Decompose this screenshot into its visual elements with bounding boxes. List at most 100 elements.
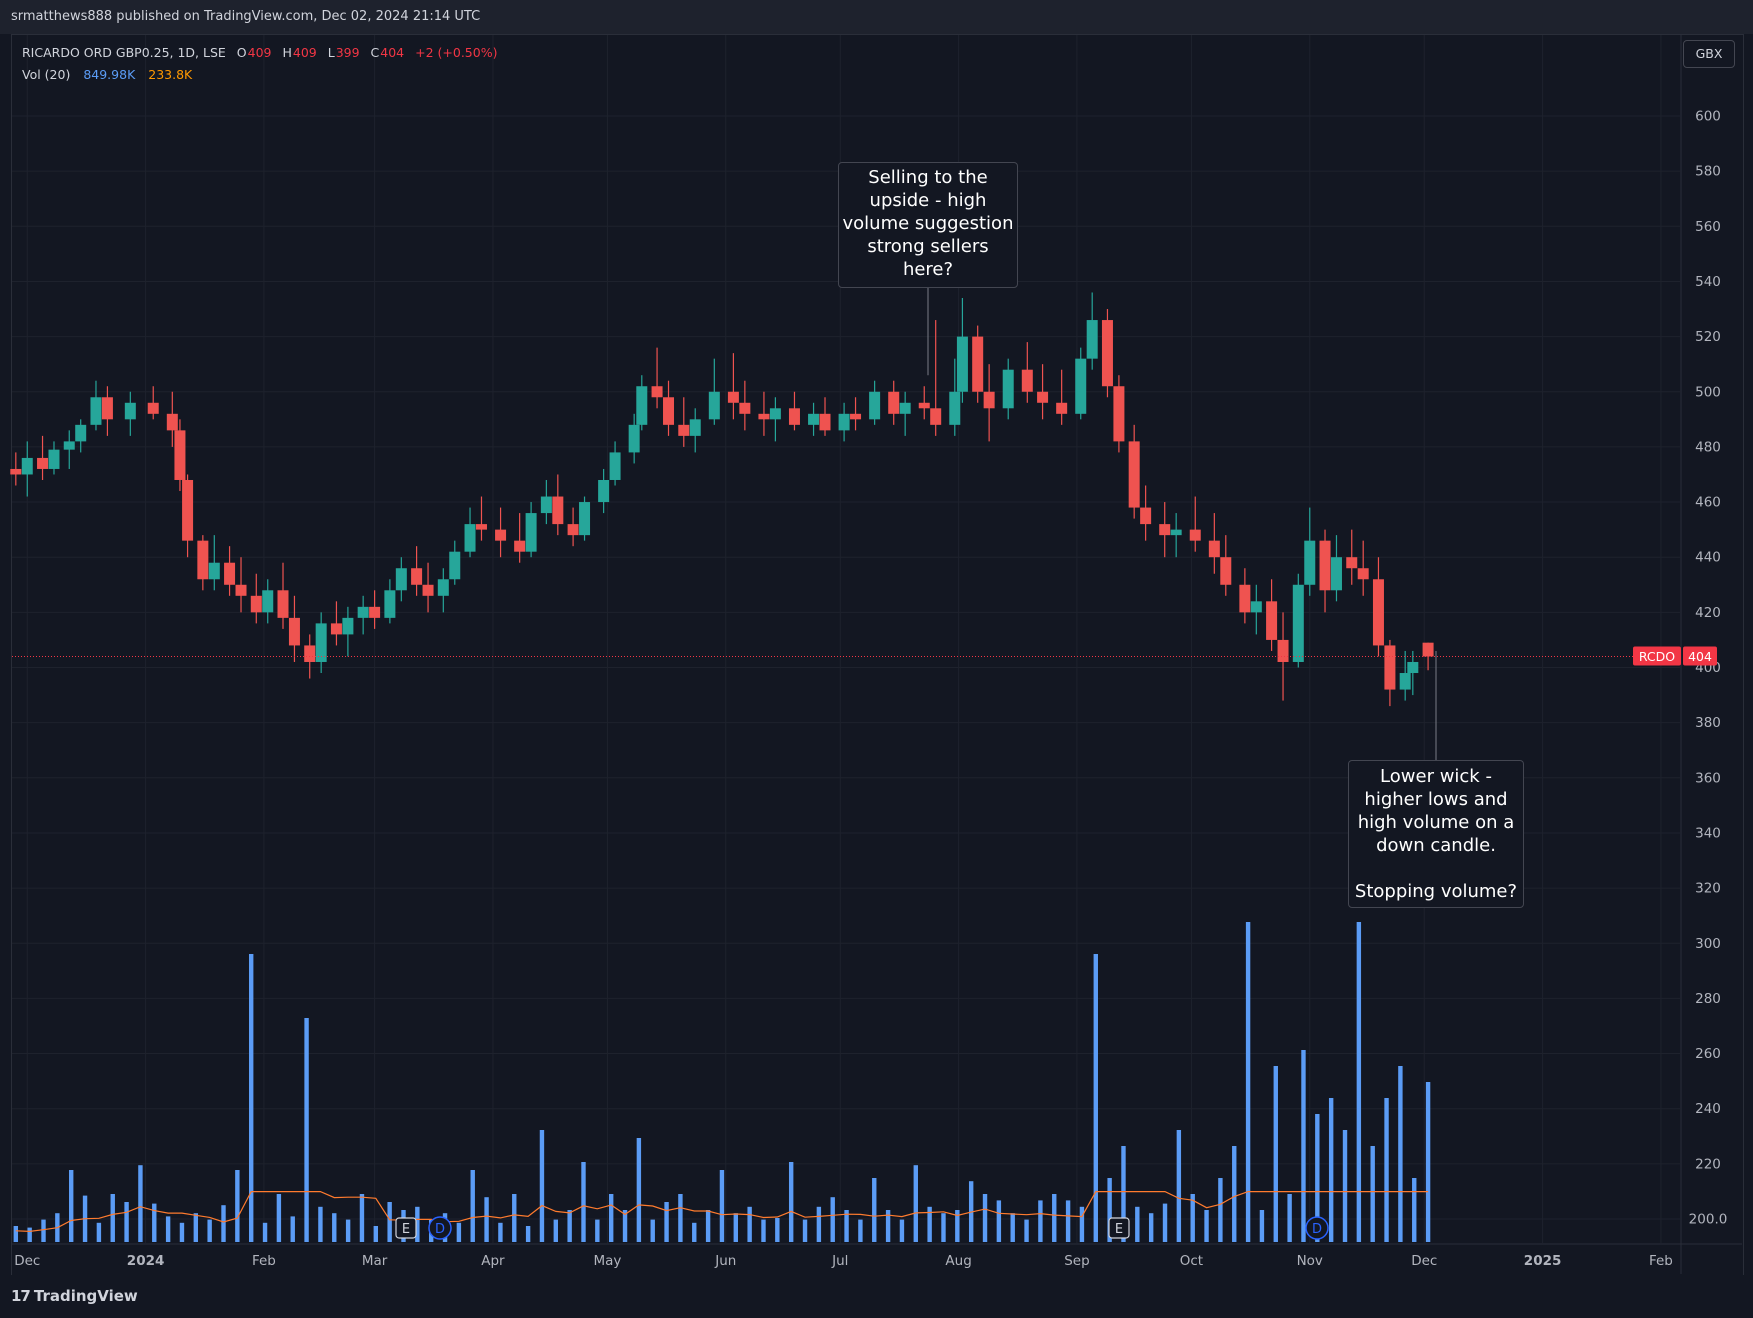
volume-bar [1135, 1206, 1140, 1242]
candle-down [1384, 645, 1396, 690]
publish-header: srmatthews888 published on TradingView.c… [0, 0, 1753, 34]
candle-down [918, 402, 930, 409]
candle-down [1113, 386, 1125, 442]
x-tick-label: Sep [1064, 1253, 1089, 1269]
candle-down [1372, 579, 1384, 646]
candle-up [449, 551, 461, 580]
volume-bar [207, 1219, 212, 1242]
candles[interactable] [10, 292, 1434, 707]
currency-button[interactable]: GBX [1683, 40, 1735, 68]
candle-down [1056, 402, 1068, 414]
low-value: 399 [335, 45, 360, 60]
candle-down [166, 413, 178, 431]
candle-down [888, 391, 900, 414]
tradingview-logo[interactable]: 17 TradingView [11, 1287, 138, 1305]
volume-bar [1162, 1203, 1168, 1242]
volume-bar [816, 1206, 822, 1242]
volume-bar [1412, 1178, 1417, 1242]
dividend-marker-label: D [435, 1222, 445, 1237]
volume-bar [802, 1219, 808, 1242]
volume-bar [996, 1200, 1002, 1242]
x-tick-label: Feb [252, 1253, 276, 1269]
footer-bar [0, 1275, 1753, 1318]
candle-down [1021, 369, 1033, 392]
volume-bar [733, 1213, 738, 1242]
high-label: H [282, 45, 292, 60]
candle-down [1140, 507, 1152, 525]
volume-bar [304, 1018, 309, 1242]
tradingview-mark-icon: 17 [11, 1287, 31, 1305]
volume-bar [1398, 1066, 1403, 1242]
volume-bar [1204, 1210, 1209, 1242]
candle-down [850, 413, 862, 420]
candle-down [1266, 601, 1278, 640]
candle-down [1220, 557, 1232, 585]
volume-bar [927, 1206, 932, 1242]
change-value: +2 (+0.50%) [415, 45, 498, 60]
volume-bar [705, 1210, 711, 1242]
volume-bar [1093, 954, 1098, 1242]
close-value: 404 [380, 45, 405, 60]
volume-bar [872, 1178, 877, 1242]
volume-bar [359, 1194, 365, 1242]
symbol-label[interactable]: RICARDO ORD GBP0.25, 1D, LSE [22, 45, 226, 60]
candle-down [422, 584, 434, 596]
candle-down [758, 413, 770, 420]
candle-down [37, 457, 49, 469]
volume-bar [913, 1165, 918, 1242]
volume-bar [650, 1219, 655, 1242]
candle-up [48, 449, 60, 469]
candle-down [1277, 639, 1289, 662]
volume-ma-path [15, 1191, 1429, 1233]
ticker-tag-text: RCDO [1639, 649, 1675, 664]
candle-down [1159, 524, 1171, 536]
volume-bar [1232, 1146, 1237, 1242]
volume-row: Vol (20) 849.98K 233.8K [22, 64, 498, 86]
y-tick-label: 320 [1695, 881, 1721, 897]
candle-down [411, 568, 423, 585]
volume-bar [1370, 1146, 1375, 1242]
volume-bar [193, 1213, 199, 1242]
candle-down [819, 413, 831, 431]
volume-bar [539, 1130, 545, 1242]
candle-up [21, 457, 33, 475]
candle-down [1239, 584, 1251, 613]
candle-down [1422, 642, 1434, 657]
volume-bar [1176, 1130, 1182, 1242]
volume-bar [775, 1218, 780, 1242]
volume-bar [1038, 1200, 1043, 1242]
candle-down [514, 540, 526, 552]
volume-bar [1024, 1219, 1029, 1242]
candle-down [930, 408, 942, 425]
x-tick-label: Jun [714, 1253, 736, 1269]
candle-down [651, 386, 663, 398]
candle-up [838, 413, 850, 431]
volume-label[interactable]: Vol (20) [22, 67, 71, 82]
candle-up [208, 562, 220, 580]
callout-selling-upside[interactable]: Selling to the upside - high volume sugg… [838, 162, 1018, 288]
x-tick-label: Aug [945, 1253, 971, 1269]
candle-up [598, 479, 610, 503]
candle-up [1399, 673, 1411, 690]
volume-bar [1425, 1082, 1431, 1242]
y-tick-label: 420 [1695, 605, 1721, 621]
x-tick-label: Mar [362, 1253, 388, 1269]
callout-stopping-volume[interactable]: Lower wick - higher lows and high volume… [1348, 760, 1524, 908]
candle-up [437, 579, 449, 596]
volume-bar [1287, 1194, 1292, 1242]
volume-bar [941, 1213, 946, 1242]
volume-bar [332, 1213, 337, 1242]
volume-bar [318, 1206, 323, 1242]
y-tick-label: 560 [1695, 219, 1721, 235]
earnings-marker [1108, 1217, 1130, 1239]
candle-up [90, 397, 102, 425]
volume-bar [595, 1219, 600, 1242]
volume-bar [858, 1219, 863, 1242]
x-tick-label: Nov [1297, 1253, 1323, 1269]
price-tag-bg [1683, 646, 1717, 666]
candle-down [1208, 540, 1220, 558]
volume-bar [622, 1210, 628, 1242]
candle-down [197, 540, 209, 580]
candle-down [174, 430, 186, 480]
